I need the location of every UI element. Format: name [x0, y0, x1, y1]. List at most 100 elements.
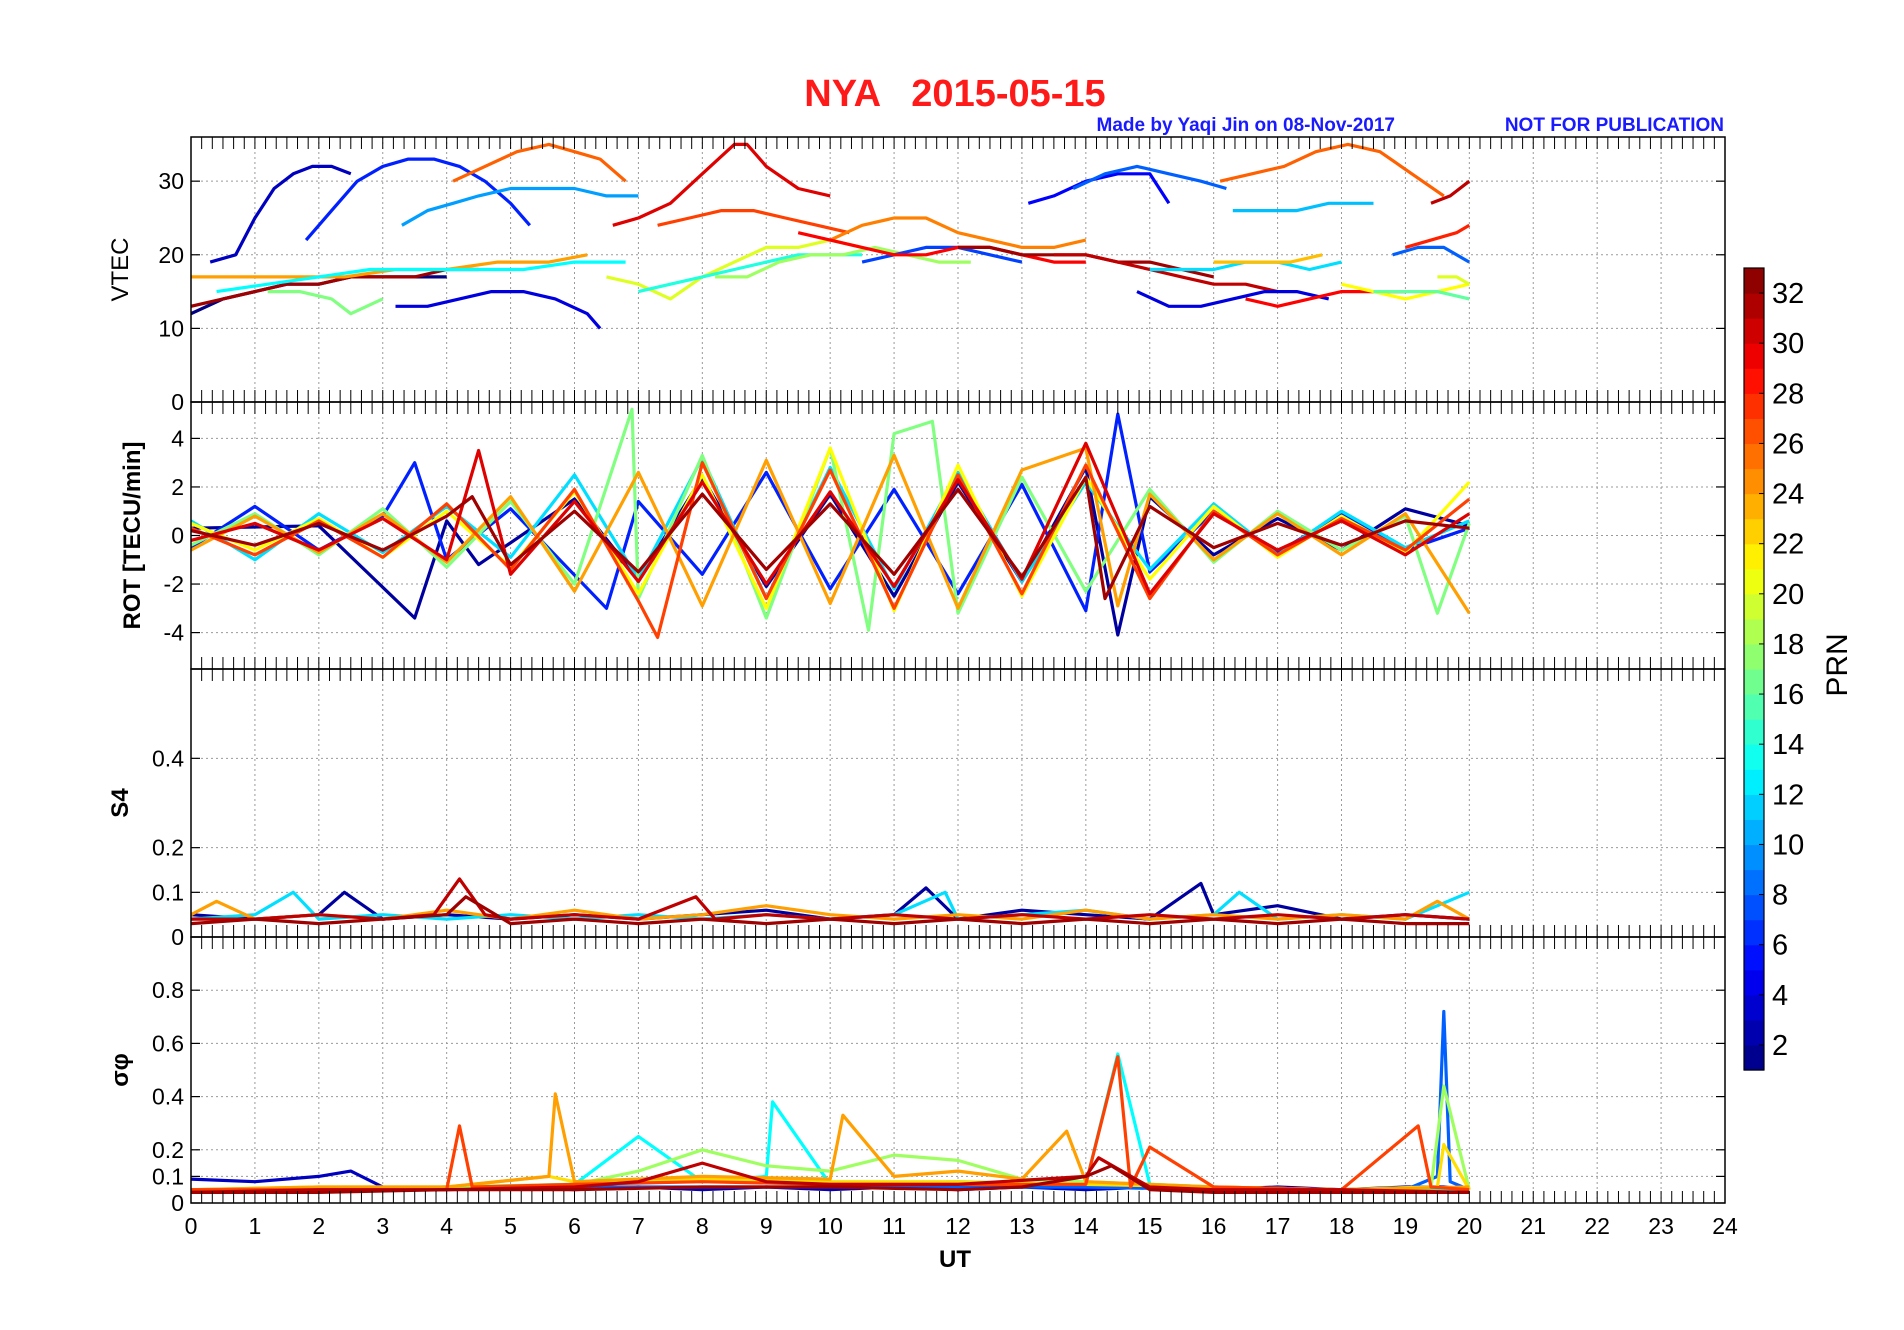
x-tick-label: 1: [249, 1213, 262, 1239]
y-axis-label: ROT [TECU/min]: [119, 442, 146, 630]
series-line-prn-3: [209, 164, 352, 264]
x-tick-label: 2: [312, 1213, 325, 1239]
series-line-prn-27: [191, 1055, 1470, 1192]
x-tick-label: 10: [817, 1213, 843, 1239]
notice-text: NOT FOR PUBLICATION: [1505, 115, 1724, 136]
panel-rot: -4 -2 0 2 4 ROT [TECU/min]: [119, 401, 1726, 670]
colorbar-segment: [1744, 643, 1764, 670]
chart-title: NYA 2015-05-15: [804, 73, 1105, 115]
colorbar-segment: [1744, 543, 1764, 570]
colorbar-label: PRN: [1821, 633, 1854, 696]
y-tick-label: -4: [164, 620, 185, 646]
y-tick-label: 2: [171, 474, 184, 500]
series-line-prn-7: [861, 245, 1023, 264]
x-tick-label: 0: [185, 1213, 198, 1239]
series-line-prn-18: [715, 245, 971, 279]
y-tick-label: 0.4: [152, 745, 184, 771]
colorbar-segment: [1744, 969, 1764, 996]
x-tick-label: 12: [945, 1213, 971, 1239]
y-tick-label: 20: [158, 242, 184, 268]
x-tick-label: 7: [632, 1213, 645, 1239]
colorbar-segment: [1744, 593, 1764, 620]
colorbar-segment: [1744, 343, 1764, 369]
colorbar-segment: [1744, 944, 1764, 971]
y-tick-label: 0.4: [152, 1084, 184, 1110]
colorbar-segment: [1744, 744, 1764, 770]
series-line-prn-26: [1219, 142, 1445, 198]
x-tick-label: 19: [1393, 1213, 1419, 1239]
x-tick-label: 17: [1265, 1213, 1291, 1239]
x-tick-label: 3: [376, 1213, 389, 1239]
colorbar-segment: [1744, 994, 1764, 1021]
series-line-prn-27: [657, 209, 850, 235]
y-tick-label: 0: [171, 389, 184, 415]
x-tick-label: 11: [882, 1213, 906, 1239]
colorbar-segment: [1744, 318, 1764, 344]
colorbar-segment: [1744, 1044, 1764, 1071]
colorbar-tick-label: 28: [1772, 378, 1804, 410]
colorbar-segment: [1744, 919, 1764, 946]
y-tick-label: -2: [164, 571, 184, 597]
colorbar-segment: [1744, 393, 1764, 419]
colorbar-tick-label: 6: [1772, 930, 1788, 962]
x-tick-label: 15: [1137, 1213, 1163, 1239]
y-tick-label: 0.6: [152, 1030, 184, 1056]
y-axis-label: VTEC: [107, 237, 134, 301]
y-tick-label: 0: [171, 924, 184, 950]
x-tick-label: 23: [1648, 1213, 1674, 1239]
x-tick-label: 6: [568, 1213, 581, 1239]
colorbar-segment: [1744, 268, 1764, 294]
colorbar-tick-label: 24: [1772, 479, 1804, 511]
y-tick-label: 0.1: [152, 879, 184, 905]
colorbar-segment: [1744, 869, 1764, 896]
x-tick-label: 5: [504, 1213, 517, 1239]
colorbar-tick-label: 8: [1772, 880, 1788, 912]
series-line-prn-8: [1392, 245, 1471, 264]
colorbar-segment: [1744, 1019, 1764, 1046]
y-tick-label: 4: [171, 425, 184, 451]
colorbar-tick-label: 14: [1772, 729, 1804, 761]
y-axis-label: σφ: [107, 1053, 134, 1087]
colorbar-tick-label: 10: [1772, 829, 1804, 861]
colorbar-tick-label: 20: [1772, 579, 1804, 611]
x-tick-label: 4: [440, 1213, 453, 1239]
series-line-prn-25: [829, 216, 1087, 249]
series-line-prn-24: [191, 1092, 1470, 1192]
series-line-prn-32: [191, 475, 1470, 601]
colorbar-tick-label: 16: [1772, 679, 1804, 711]
y-tick-label: 0.2: [152, 835, 184, 861]
series-line-prn-8: [1072, 164, 1227, 191]
colorbar-segment: [1744, 368, 1764, 394]
colorbar-tick-label: 18: [1772, 629, 1804, 661]
colorbar-segment: [1744, 418, 1764, 445]
y-tick-label: 10: [158, 315, 184, 341]
colorbar-segment: [1744, 618, 1764, 645]
series-line-prn-23: [1213, 253, 1323, 264]
colorbar-tick-label: 30: [1772, 328, 1804, 360]
series-group: [191, 407, 1471, 640]
colorbar-tick-label: 2: [1772, 1030, 1788, 1062]
colorbar-tick-label: 26: [1772, 428, 1804, 460]
y-tick-label: 0.2: [152, 1137, 184, 1163]
y-tick-label: 0.1: [152, 1163, 184, 1189]
series-group: [191, 142, 1471, 330]
x-tick-label: 22: [1584, 1213, 1610, 1239]
colorbar-segment: [1744, 468, 1764, 495]
series-line-prn-32: [191, 895, 1470, 926]
colorbar-segment: [1744, 719, 1764, 745]
colorbar-frame: [1743, 267, 1765, 1071]
colorbar-segment: [1744, 769, 1764, 795]
colorbar-segment: [1744, 493, 1764, 520]
series-line-prn-31: [1053, 253, 1278, 294]
x-tick-label: 20: [1457, 1213, 1483, 1239]
series-line-prn-11: [1232, 201, 1374, 213]
colorbar-segment: [1744, 694, 1764, 720]
series-line-prn-10: [401, 186, 639, 227]
x-tick-label: 16: [1201, 1213, 1227, 1239]
series-line-prn-17: [267, 290, 384, 316]
colorbar-tick-label: 22: [1772, 529, 1804, 561]
x-tick-label: 24: [1712, 1213, 1738, 1239]
